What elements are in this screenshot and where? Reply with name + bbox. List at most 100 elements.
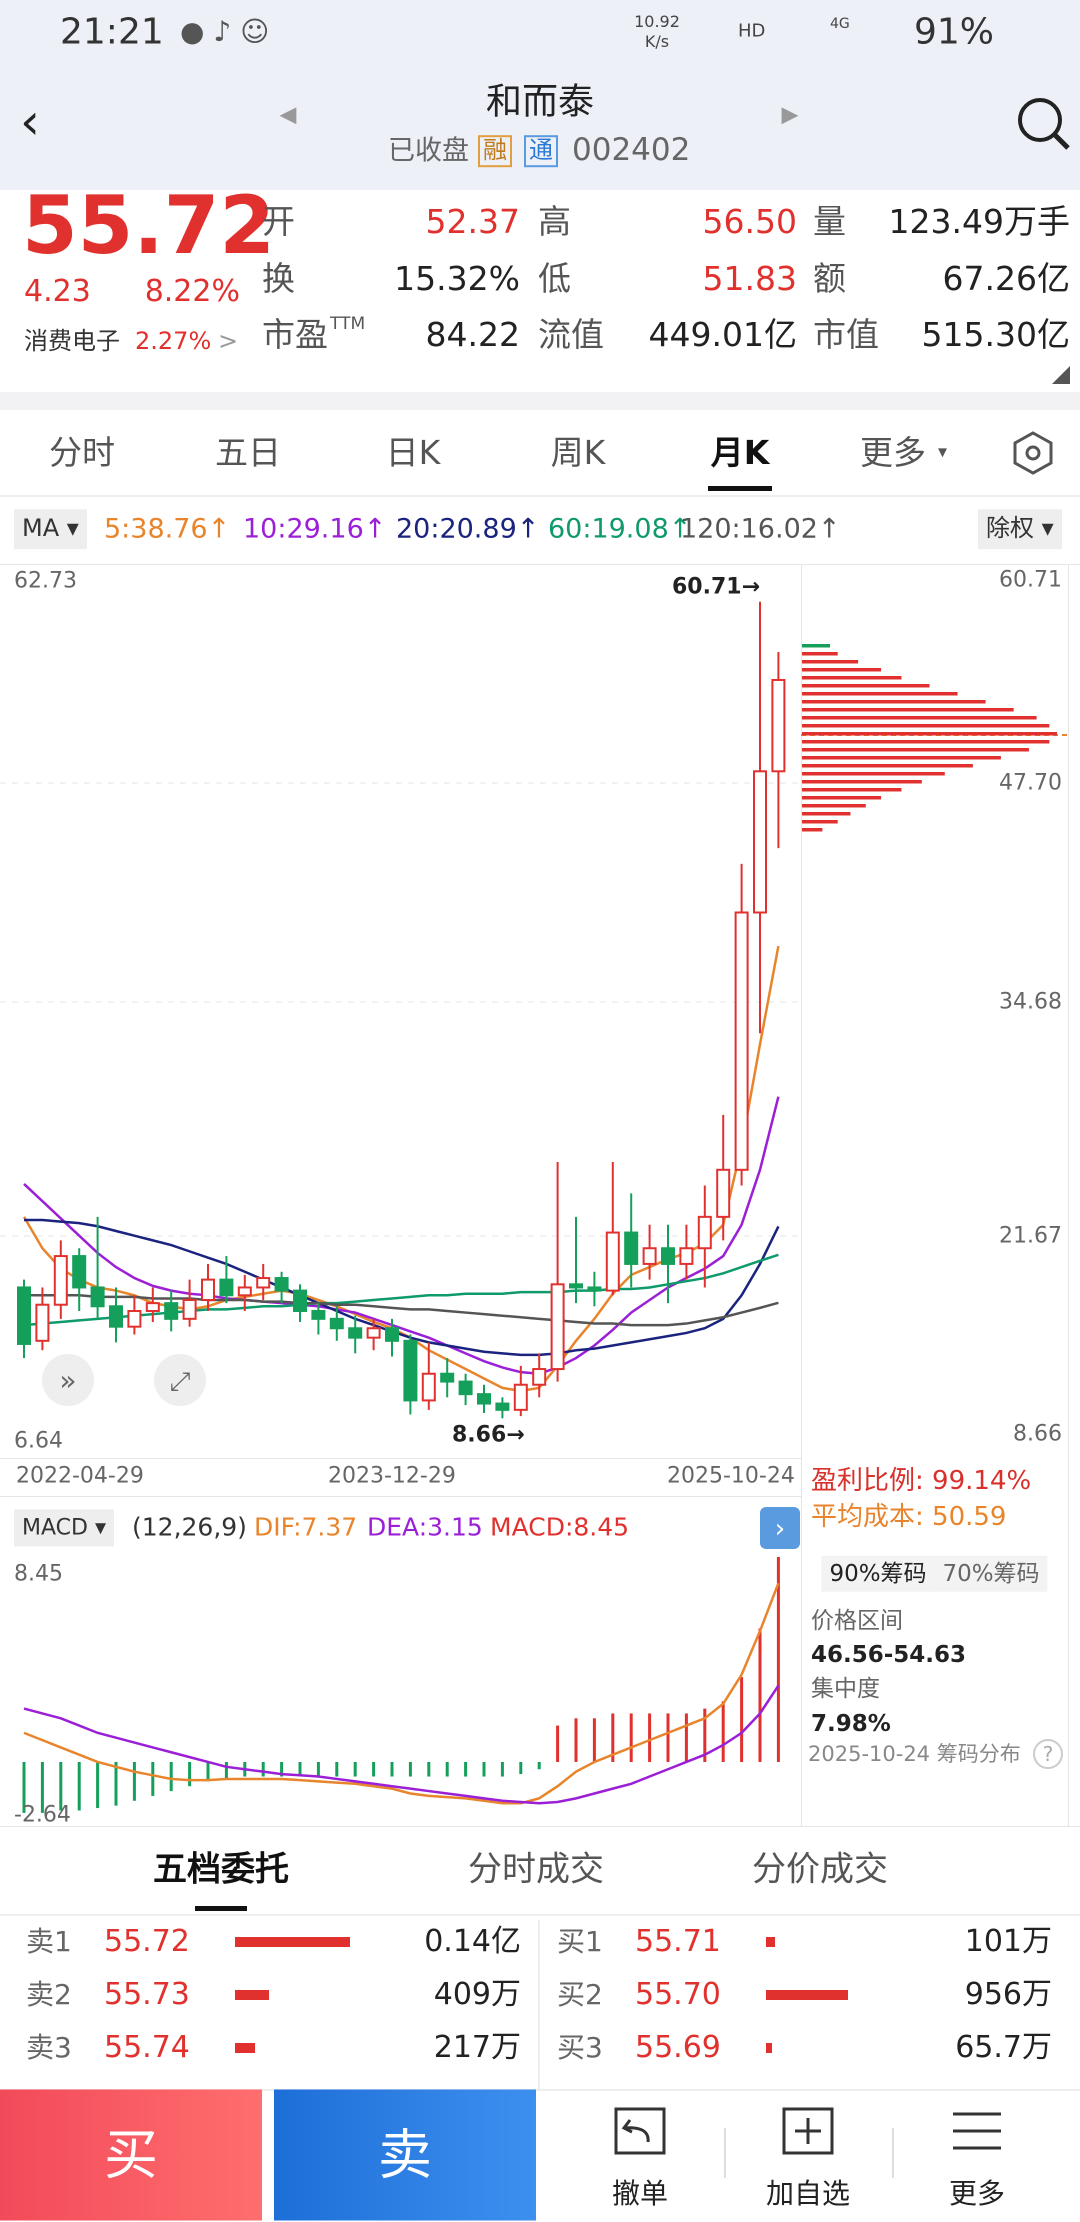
expand-button[interactable] — [42, 1354, 94, 1406]
candle-body — [348, 1327, 363, 1339]
candle-body — [734, 911, 749, 1171]
book-divider — [538, 1920, 540, 2090]
macd-next[interactable] — [760, 1507, 800, 1549]
book-tab-underline — [195, 1906, 247, 1911]
expand-icon: » — [59, 1364, 76, 1397]
prev-stock[interactable]: ◀ — [279, 102, 297, 128]
top-bg — [0, 0, 1080, 190]
ma-line — [24, 1294, 779, 1327]
field-value: 123.49万手 — [888, 202, 1070, 242]
candle-body — [145, 1302, 160, 1312]
help-icon[interactable]: ? — [1033, 1739, 1063, 1769]
book-border — [0, 1914, 1080, 1916]
candle-body — [440, 1372, 455, 1383]
macd-top-border — [0, 1496, 801, 1497]
period-tab[interactable]: 分时 — [49, 433, 115, 473]
book-volume: 956万 — [964, 1976, 1052, 2012]
period-tab[interactable]: 五日 — [215, 433, 281, 473]
period-tab[interactable]: 更多 — [860, 433, 926, 473]
candle-body — [679, 1247, 694, 1265]
period-tab[interactable]: 日K — [385, 433, 441, 473]
more-label[interactable]: 更多 — [948, 2176, 1006, 2210]
book-price: 55.74 — [104, 2029, 190, 2065]
right-price-label: 21.67 — [999, 1223, 1062, 1249]
ma-selector[interactable]: MA ▾ — [14, 509, 87, 549]
book-price: 55.73 — [104, 1976, 190, 2012]
app-icons: ● ♪ ☺ — [180, 14, 270, 48]
book-label: 买2 — [557, 1977, 603, 2011]
field-label: 额 — [813, 259, 846, 299]
right-price-label: 47.70 — [999, 770, 1062, 796]
expand-corner[interactable] — [1052, 366, 1070, 384]
chip-bar — [802, 772, 945, 776]
watch-icon[interactable] — [778, 2106, 838, 2156]
chip-bar — [802, 740, 1050, 744]
dea-label: DEA:3.15 — [367, 1512, 483, 1542]
watch-label[interactable]: 加自选 — [765, 2176, 851, 2210]
book-tab[interactable]: 分时成交 — [468, 1849, 604, 1890]
chip-bar — [802, 828, 823, 832]
chip-bar — [802, 796, 882, 800]
macd-bar — [298, 1761, 302, 1777]
settings-icon[interactable] — [1010, 430, 1056, 476]
macd-bar — [592, 1718, 596, 1762]
adjust-selector[interactable]: 除权 ▾ — [978, 509, 1062, 549]
right-price-label: 60.71 — [999, 567, 1062, 593]
candle-body — [569, 1283, 583, 1289]
tabs-border — [0, 495, 1080, 497]
chip-70-button[interactable]: 70%筹码 — [934, 1555, 1048, 1593]
field-label: 开 — [262, 202, 295, 242]
search-icon[interactable] — [1014, 94, 1072, 152]
separator — [0, 392, 1080, 410]
chip-bar — [802, 788, 902, 792]
candle-body — [605, 1231, 620, 1292]
book-tab[interactable]: 五档委托 — [153, 1849, 289, 1890]
buy-button[interactable]: 买 — [0, 2089, 262, 2221]
more-icon[interactable] — [947, 2106, 1007, 2156]
candle-body — [90, 1286, 105, 1308]
field-label: 量 — [813, 202, 846, 242]
macd-bar — [537, 1761, 541, 1770]
candle-body — [35, 1303, 50, 1342]
macd-bar — [721, 1701, 725, 1762]
period-tab[interactable]: 周K — [550, 433, 606, 473]
macd-bar — [22, 1761, 26, 1813]
cancel-icon[interactable] — [610, 2106, 670, 2156]
book-volume: 409万 — [433, 1976, 521, 2012]
macd-bar — [151, 1761, 155, 1796]
macd-bar — [740, 1677, 744, 1762]
cancel-label[interactable]: 撤单 — [611, 2176, 669, 2210]
book-volume-bar — [235, 1990, 269, 2000]
sell-button[interactable]: 卖 — [274, 2089, 536, 2221]
book-tab[interactable]: 分价成交 — [752, 1849, 888, 1890]
chip-bar — [802, 644, 831, 648]
macd-bar — [519, 1761, 523, 1775]
action-divider — [724, 2128, 726, 2178]
date-label: 2022-04-29 — [16, 1463, 144, 1489]
chip-90-button[interactable]: 90%筹码 — [821, 1555, 935, 1593]
field-label: 流值 — [538, 315, 604, 355]
change: 4.23 — [24, 273, 91, 309]
candle-body — [587, 1286, 602, 1292]
chart-bottom-border — [0, 1458, 801, 1459]
back-button[interactable]: ‹ — [20, 92, 40, 151]
stock-code: 002402 — [572, 132, 691, 169]
macd-bar — [611, 1713, 615, 1762]
macd-bar — [280, 1761, 284, 1777]
next-stock[interactable]: ▶ — [781, 102, 799, 128]
candle-body — [201, 1278, 215, 1302]
fullscreen-button[interactable] — [154, 1354, 206, 1406]
more-caret[interactable]: ▾ — [938, 441, 948, 463]
period-tab[interactable]: 月K — [710, 433, 770, 473]
chip-bar — [802, 700, 986, 704]
candle-body — [385, 1327, 399, 1342]
ma-legend-item: 60:19.08↑ — [548, 513, 692, 545]
ma-legend-item: 10:29.16↑ — [243, 513, 387, 545]
macd-selector[interactable]: MACD ▾ — [14, 1509, 114, 1547]
chip-bar — [802, 676, 902, 680]
chip-bar — [802, 780, 922, 784]
chip-bar — [802, 668, 882, 672]
sector-arrow[interactable]: > — [218, 327, 239, 356]
chip-bar — [802, 764, 973, 768]
